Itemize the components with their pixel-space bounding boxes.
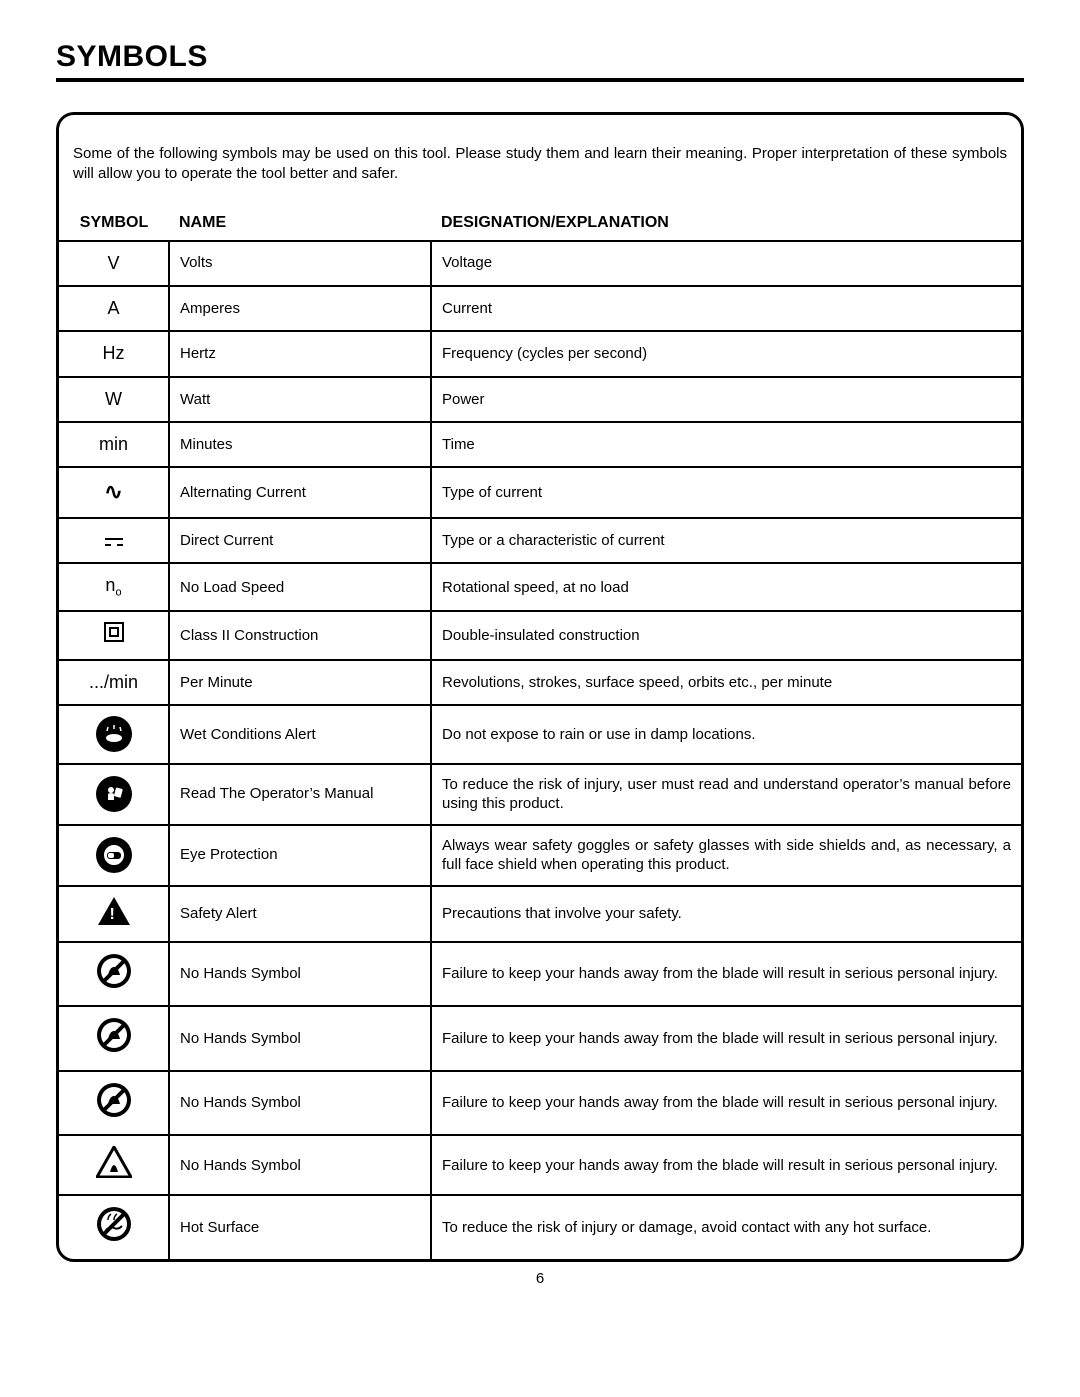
table-row: VVoltsVoltage xyxy=(59,241,1021,286)
name-cell: No Hands Symbol xyxy=(169,1006,431,1070)
explanation-cell: Type or a characteristic of current xyxy=(431,518,1021,563)
table-row: Hot SurfaceTo reduce the risk of injury … xyxy=(59,1195,1021,1258)
symbol-cell: min xyxy=(59,422,169,467)
intro-text: Some of the following symbols may be use… xyxy=(59,144,1021,195)
class2-icon xyxy=(104,622,124,642)
explanation-cell: Always wear safety goggles or safety gla… xyxy=(431,825,1021,886)
explanation-cell: Revolutions, strokes, surface speed, orb… xyxy=(431,660,1021,705)
symbol-cell: no xyxy=(59,563,169,611)
table-row: Wet Conditions AlertDo not expose to rai… xyxy=(59,705,1021,763)
name-cell: No Hands Symbol xyxy=(169,1135,431,1195)
name-cell: Wet Conditions Alert xyxy=(169,705,431,763)
name-cell: Watt xyxy=(169,377,431,422)
name-cell: Volts xyxy=(169,241,431,286)
explanation-cell: Time xyxy=(431,422,1021,467)
table-row: ∿ Alternating CurrentType of current xyxy=(59,467,1021,518)
name-cell: Hot Surface xyxy=(169,1195,431,1258)
symbol-cell xyxy=(59,1006,169,1070)
name-cell: Eye Protection xyxy=(169,825,431,886)
table-row: WWattPower xyxy=(59,377,1021,422)
explanation-cell: Rotational speed, at no load xyxy=(431,563,1021,611)
hot-surface-icon xyxy=(96,1206,132,1242)
table-header-row: SYMBOL NAME DESIGNATION/EXPLANATION xyxy=(59,210,1021,241)
name-cell: Hertz xyxy=(169,331,431,376)
name-cell: Per Minute xyxy=(169,660,431,705)
table-row: Direct CurrentType or a characteristic o… xyxy=(59,518,1021,563)
symbol-cell xyxy=(59,611,169,659)
table-row: Class II ConstructionDouble-insulated co… xyxy=(59,611,1021,659)
table-row: Eye ProtectionAlways wear safety goggles… xyxy=(59,825,1021,886)
explanation-cell: Precautions that involve your safety. xyxy=(431,886,1021,942)
name-cell: Read The Operator’s Manual xyxy=(169,764,431,825)
symbol-cell: Hz xyxy=(59,331,169,376)
heading-rule xyxy=(56,78,1024,82)
name-cell: Safety Alert xyxy=(169,886,431,942)
table-row: no No Load SpeedRotational speed, at no l… xyxy=(59,563,1021,611)
eye-icon xyxy=(96,837,132,873)
symbol-cell xyxy=(59,764,169,825)
col-name-header: NAME xyxy=(169,210,431,241)
no-hands-icon xyxy=(96,1017,132,1053)
name-cell: No Hands Symbol xyxy=(169,1071,431,1135)
table-row: HzHertzFrequency (cycles per second) xyxy=(59,331,1021,376)
explanation-cell: Failure to keep your hands away from the… xyxy=(431,1071,1021,1135)
symbol-cell xyxy=(59,1071,169,1135)
explanation-cell: Failure to keep your hands away from the… xyxy=(431,942,1021,1006)
no-hands-icon xyxy=(96,1082,132,1118)
table-row: AAmperesCurrent xyxy=(59,286,1021,331)
explanation-cell: To reduce the risk of injury, user must … xyxy=(431,764,1021,825)
explanation-cell: Failure to keep your hands away from the… xyxy=(431,1135,1021,1195)
explanation-cell: Do not expose to rain or use in damp loc… xyxy=(431,705,1021,763)
wet-icon xyxy=(96,716,132,752)
symbols-table: SYMBOL NAME DESIGNATION/EXPLANATION VVol… xyxy=(59,210,1021,1259)
table-row: No Hands SymbolFailure to keep your hand… xyxy=(59,1071,1021,1135)
name-cell: Alternating Current xyxy=(169,467,431,518)
explanation-cell: To reduce the risk of injury or damage, … xyxy=(431,1195,1021,1258)
name-cell: No Hands Symbol xyxy=(169,942,431,1006)
symbol-cell: ! xyxy=(59,886,169,942)
symbol-cell: .../min xyxy=(59,660,169,705)
table-row: No Hands SymbolFailure to keep your hand… xyxy=(59,942,1021,1006)
no-hands-triangle-icon xyxy=(96,1146,132,1178)
symbol-cell xyxy=(59,705,169,763)
page-number: 6 xyxy=(56,1270,1024,1287)
col-designation-header: DESIGNATION/EXPLANATION xyxy=(431,210,1021,241)
symbol-cell: W xyxy=(59,377,169,422)
symbol-cell: ∿ xyxy=(59,467,169,518)
name-cell: Class II Construction xyxy=(169,611,431,659)
explanation-cell: Type of current xyxy=(431,467,1021,518)
no-hands-icon xyxy=(96,953,132,989)
manual-icon xyxy=(96,776,132,812)
symbol-cell xyxy=(59,825,169,886)
dc-icon xyxy=(105,538,123,546)
table-row: No Hands SymbolFailure to keep your hand… xyxy=(59,1006,1021,1070)
symbol-cell xyxy=(59,518,169,563)
name-cell: Amperes xyxy=(169,286,431,331)
explanation-cell: Failure to keep your hands away from the… xyxy=(431,1006,1021,1070)
symbol-cell xyxy=(59,942,169,1006)
symbols-frame: Some of the following symbols may be use… xyxy=(56,112,1024,1262)
symbol-cell xyxy=(59,1195,169,1258)
symbol-cell xyxy=(59,1135,169,1195)
explanation-cell: Double-insulated construction xyxy=(431,611,1021,659)
col-symbol-header: SYMBOL xyxy=(59,210,169,241)
name-cell: Direct Current xyxy=(169,518,431,563)
name-cell: Minutes xyxy=(169,422,431,467)
table-row: No Hands SymbolFailure to keep your hand… xyxy=(59,1135,1021,1195)
explanation-cell: Voltage xyxy=(431,241,1021,286)
table-row: ! Safety AlertPrecautions that involve yo… xyxy=(59,886,1021,942)
table-row: .../minPer MinuteRevolutions, strokes, s… xyxy=(59,660,1021,705)
page-title: Symbols xyxy=(56,40,1024,74)
symbol-cell: A xyxy=(59,286,169,331)
table-row: Read The Operator’s ManualTo reduce the … xyxy=(59,764,1021,825)
table-row: minMinutesTime xyxy=(59,422,1021,467)
name-cell: No Load Speed xyxy=(169,563,431,611)
no-load-icon: no xyxy=(105,575,121,595)
symbol-cell: V xyxy=(59,241,169,286)
explanation-cell: Frequency (cycles per second) xyxy=(431,331,1021,376)
explanation-cell: Current xyxy=(431,286,1021,331)
ac-icon: ∿ xyxy=(104,479,122,504)
explanation-cell: Power xyxy=(431,377,1021,422)
alert-icon: ! xyxy=(98,897,130,925)
